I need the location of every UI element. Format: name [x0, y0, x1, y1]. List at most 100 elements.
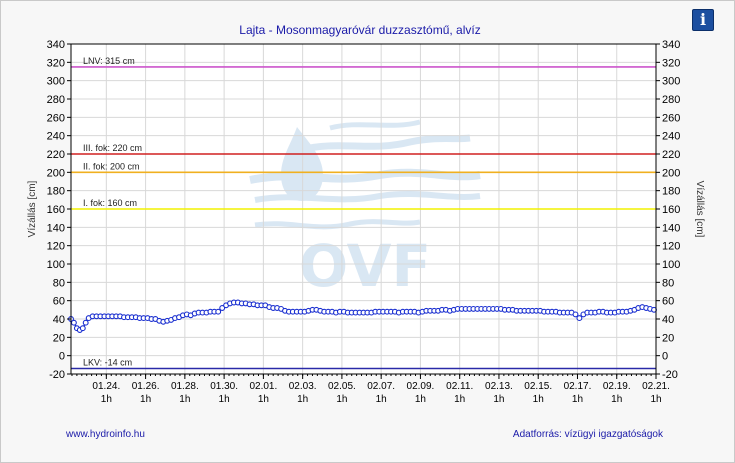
- y-tick-label: 0: [59, 351, 65, 363]
- footer-data-source: Adatforrás: vízügyi igazgatóságok: [513, 429, 664, 440]
- x-tick-time-label: 1h: [140, 394, 151, 405]
- y-tick-label: 200: [662, 167, 680, 179]
- y-tick-label: 300: [662, 76, 680, 88]
- threshold-lines: LNV: 315 cm III. fok: 220 cm II. fok: 200 …: [71, 56, 656, 370]
- info-icon[interactable]: i: [692, 9, 714, 31]
- x-tick-date-label: 01.30.: [210, 381, 238, 392]
- water-drop-icon: [281, 127, 323, 201]
- x-tick-time-label: 1h: [415, 394, 426, 405]
- x-tick-time-label: 1h: [650, 394, 661, 405]
- x-tick-date-label: 02.21.: [642, 381, 670, 392]
- data-point: [576, 315, 583, 322]
- data-point: [219, 305, 226, 311]
- y-tick-label: 240: [662, 131, 680, 143]
- y-tick-label: 120: [47, 241, 65, 253]
- footer-website-link[interactable]: www.hydroinfo.hu: [65, 429, 145, 440]
- y-tick-label: 100: [47, 259, 65, 271]
- x-tick-date-label: 02.03.: [289, 381, 317, 392]
- y-tick-label: 320: [47, 57, 65, 69]
- x-tick-time-label: 1h: [219, 394, 230, 405]
- x-tick-time-label: 1h: [336, 394, 347, 405]
- x-tick-date-label: 02.19.: [603, 381, 631, 392]
- y-tick-label: 280: [47, 94, 65, 106]
- y-tick-label: 140: [662, 222, 680, 234]
- y-axis-label-right: Vízállás [cm]: [694, 181, 705, 238]
- y-tick-label: 40: [53, 314, 65, 326]
- threshold-label: LNV: 315 cm: [83, 56, 135, 66]
- x-tick-date-label: 02.05.: [328, 381, 356, 392]
- y-tick-label: 120: [662, 241, 680, 253]
- y-tick-label: 100: [662, 259, 680, 271]
- data-point: [70, 319, 77, 326]
- threshold-label: III. fok: 220 cm: [83, 143, 142, 153]
- series-line: [68, 299, 657, 333]
- y-tick-label: 320: [662, 57, 680, 69]
- y-tick-label: 160: [662, 204, 680, 216]
- x-tick-time-label: 1h: [179, 394, 190, 405]
- y-axis-label-left: Vízállás [cm]: [27, 180, 38, 237]
- watermark-text: OVF: [299, 232, 431, 300]
- wave-icon: [329, 119, 421, 131]
- x-tick-date-label: 02.07.: [367, 381, 395, 392]
- wave-icon: [254, 219, 421, 230]
- y-tick-label: -20: [49, 369, 65, 381]
- y-tick-label: 220: [662, 149, 680, 161]
- x-tick-date-label: 02.17.: [564, 381, 592, 392]
- y-tick-label: 80: [662, 277, 674, 289]
- y-tick-label: 40: [662, 314, 674, 326]
- y-tick-label: 60: [53, 296, 65, 308]
- y-axis-right: -20 0 20 40 60 80 100 120 140 160 180 200 220 240 260 2…: [656, 39, 680, 381]
- y-tick-label: 20: [662, 332, 674, 344]
- x-tick-time-label: 1h: [611, 394, 622, 405]
- x-tick-date-label: 01.28.: [171, 381, 199, 392]
- y-tick-label: 280: [662, 94, 680, 106]
- y-tick-label: 60: [662, 296, 674, 308]
- data-point: [572, 311, 579, 318]
- wave-icon: [254, 191, 481, 203]
- x-tick-time-label: 1h: [297, 394, 308, 405]
- x-tick-date-label: 02.01.: [249, 381, 277, 392]
- x-tick-time-label: 1h: [572, 394, 583, 405]
- y-tick-label: 180: [662, 186, 680, 198]
- y-tick-label: 340: [662, 39, 680, 51]
- data-point: [82, 319, 89, 326]
- wave-icon: [249, 168, 481, 184]
- y-tick-label: 260: [47, 112, 65, 124]
- threshold-label: I. fok: 160 cm: [83, 198, 137, 208]
- y-tick-label: 260: [662, 112, 680, 124]
- x-tick-date-label: 02.13.: [485, 381, 513, 392]
- x-tick-time-label: 1h: [101, 394, 112, 405]
- y-tick-label: 80: [53, 277, 65, 289]
- x-tick-time-label: 1h: [454, 394, 465, 405]
- y-tick-label: 180: [47, 186, 65, 198]
- chart-title: Lajta - Mosonmagyaróvár duzzasztómű, alv…: [239, 23, 480, 37]
- y-tick-label: -20: [662, 369, 678, 381]
- y-tick-label: 160: [47, 204, 65, 216]
- y-axis-left: -20 0 20 40 60 80 100 120 140 160 180 200 220 240 260 2…: [47, 39, 71, 381]
- x-tick-date-label: 01.24.: [92, 381, 120, 392]
- x-tick-time-label: 1h: [533, 394, 544, 405]
- data-point: [79, 325, 86, 332]
- x-tick-date-label: 02.09.: [407, 381, 435, 392]
- x-tick-date-label: 02.11.: [446, 381, 473, 392]
- y-tick-label: 220: [47, 149, 65, 161]
- y-tick-label: 240: [47, 131, 65, 143]
- x-axis: 01.24. 1h 01.26. 1h 01.28. 1h 01.30. 1h 02.01. 1h…: [71, 374, 670, 405]
- x-tick-time-label: 1h: [493, 394, 504, 405]
- y-tick-label: 200: [47, 167, 65, 179]
- wave-icon: [299, 134, 471, 154]
- y-tick-label: 0: [662, 351, 668, 363]
- y-tick-label: 340: [47, 39, 65, 51]
- ovf-watermark: OVF: [249, 119, 481, 300]
- threshold-label: LKV: -14 cm: [83, 358, 132, 368]
- y-tick-label: 300: [47, 76, 65, 88]
- y-tick-label: 20: [53, 332, 65, 344]
- x-tick-time-label: 1h: [258, 394, 269, 405]
- y-tick-label: 140: [47, 222, 65, 234]
- x-tick-date-label: 02.15.: [524, 381, 552, 392]
- data-point: [215, 308, 222, 315]
- threshold-label: II. fok: 200 cm: [83, 161, 140, 171]
- x-tick-date-label: 01.26.: [132, 381, 160, 392]
- x-tick-time-label: 1h: [376, 394, 387, 405]
